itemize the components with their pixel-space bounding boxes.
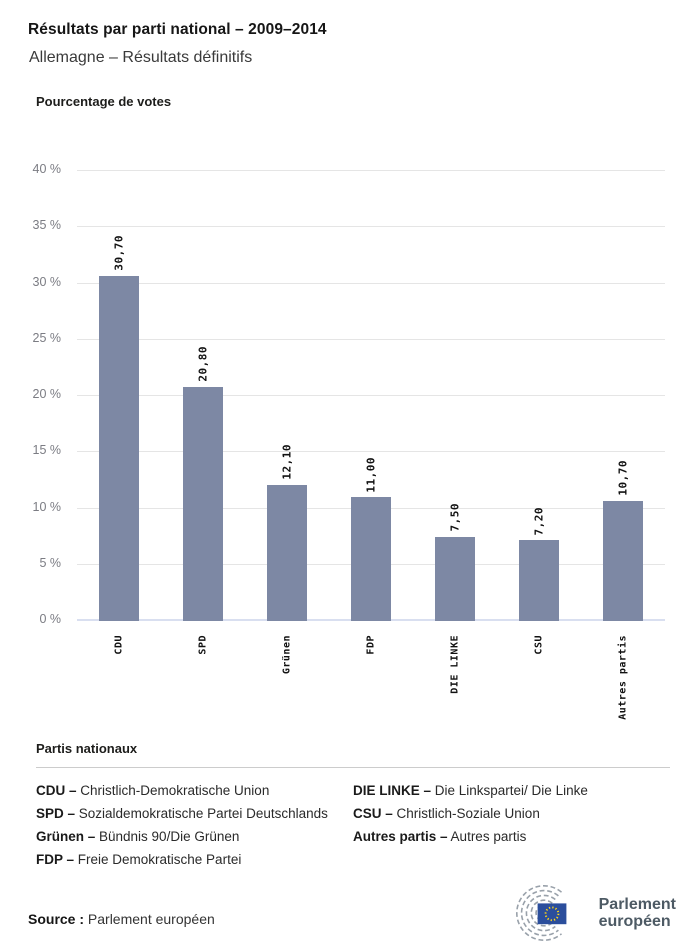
y-tick-label: 40 %	[32, 162, 62, 176]
legend-item-name: Sozialdemokratische Partei Deutschlands	[75, 806, 328, 821]
x-tick-label: SPD	[197, 635, 209, 655]
party-legend: Partis nationaux CDU – Christlich-Demokr…	[36, 741, 670, 876]
y-tick-label: 35 %	[32, 218, 62, 233]
y-tick-label: 30 %	[32, 274, 62, 289]
report-footer: Source : Parlement européen Parlement eu…	[28, 884, 676, 941]
legend-item-abbr: DIE LINKE –	[353, 783, 432, 798]
eu-parliament-logo: Parlement européen	[504, 884, 676, 941]
legend-item: DIE LINKE – Die Linkspartei/ Die Linke	[353, 783, 670, 798]
legend-item-abbr: Grünen –	[36, 829, 96, 844]
x-tick-label: CSU	[533, 635, 545, 655]
gridline	[77, 282, 665, 284]
legend-item-name: Bündnis 90/Die Grünen	[95, 829, 240, 844]
bar-value-label: 12,10	[280, 444, 294, 480]
y-tick-label: 5 %	[39, 555, 61, 570]
legend-item-name: Autres partis	[447, 829, 527, 844]
bar-value-label: 10,70	[616, 460, 630, 496]
gridline	[77, 451, 665, 453]
legend-item-name: Freie Demokratische Partei	[74, 852, 242, 867]
legend-item-abbr: CDU –	[36, 783, 77, 798]
bar-DIE LINKE	[435, 536, 475, 621]
legend-column: CDU – Christlich-Demokratische Union SPD …	[36, 784, 353, 876]
x-tick-label: DIE LINKE	[449, 635, 461, 694]
legend-column: DIE LINKE – Die Linkspartei/ Die Linke CS…	[353, 784, 670, 876]
x-tick-label: Autres partis	[617, 635, 629, 720]
bar-value-label: 7,20	[532, 506, 546, 536]
logo-line1: Parlement	[598, 896, 676, 913]
source-label: Source :	[28, 911, 85, 927]
legend-item-name: Die Linkspartei/ Die Linke	[431, 783, 588, 798]
legend-item-abbr: FDP –	[36, 852, 75, 867]
legend-divider	[36, 767, 670, 768]
legend-item-name: Christlich-Soziale Union	[392, 806, 540, 821]
report-header: Résultats par parti national – 2009–2014…	[0, 0, 700, 67]
logo-wordmark: Parlement européen	[599, 896, 676, 930]
legend-item-abbr: SPD –	[36, 806, 76, 821]
legend-item: SPD – Sozialdemokratische Partei Deutsch…	[36, 806, 353, 821]
legend-item-abbr: Autres partis –	[353, 829, 448, 844]
source-value: Parlement européen	[84, 911, 215, 927]
y-tick-label: 25 %	[32, 330, 62, 345]
bar-FDP	[351, 497, 391, 621]
page-title: Résultats par parti national – 2009–2014	[28, 21, 327, 38]
gridline	[77, 338, 665, 340]
legend-item-name: Christlich-Demokratische Union	[76, 783, 270, 798]
legend-item: CDU – Christlich-Demokratische Union	[36, 783, 353, 798]
bar-Autres partis	[603, 500, 643, 621]
source-note: Source : Parlement européen	[28, 911, 215, 927]
gridline	[77, 170, 665, 171]
gridline	[77, 226, 665, 228]
legend-columns: CDU – Christlich-Demokratische Union SPD …	[36, 784, 670, 876]
logo-line2: européen	[598, 913, 671, 930]
y-tick-label: 0 %	[39, 612, 61, 626]
y-tick-label: 20 %	[32, 387, 62, 401]
gridline	[77, 395, 665, 396]
legend-heading: Partis nationaux	[36, 741, 138, 756]
hemicycle-icon	[515, 885, 567, 941]
legend-item: FDP – Freie Demokratische Partei	[36, 852, 353, 867]
x-tick-label: CDU	[113, 635, 125, 655]
y-tick-label: 15 %	[32, 443, 62, 458]
x-tick-label: Grünen	[281, 635, 293, 675]
bar-CSU	[519, 540, 559, 621]
bar-value-label: 7,50	[448, 503, 462, 532]
legend-item-abbr: CSU –	[353, 806, 393, 821]
bar-chart: Pourcentage de votes 0 % 5 % 10 % 15 % 20 % 2…	[0, 94, 700, 720]
y-tick-label: 10 %	[32, 499, 62, 514]
bar-value-label: 11,00	[364, 456, 378, 493]
bar-value-label: 30,70	[112, 235, 126, 271]
legend-item: CSU – Christlich-Soziale Union	[353, 806, 670, 821]
bar-Grünen	[267, 484, 307, 621]
bar-value-label: 20,80	[196, 346, 210, 382]
bar-CDU	[98, 275, 139, 621]
plot-area: 0 % 5 % 10 % 15 % 20 % 25 % 30 % 35 % 40 % 30,70 2…	[33, 162, 665, 626]
bar-SPD	[183, 387, 223, 621]
x-axis: CDU SPD Grünen FDP DIE LINKE CSU Autres partis	[77, 621, 665, 720]
page-subtitle: Allemagne – Résultats définitifs	[29, 49, 253, 66]
x-tick-label: FDP	[365, 635, 377, 655]
eu-flag-icon	[537, 903, 567, 925]
legend-item: Autres partis – Autres partis	[353, 829, 670, 844]
legend-item: Grünen – Bündnis 90/Die Grünen	[36, 829, 353, 844]
y-axis-title: Pourcentage de votes	[36, 94, 172, 109]
